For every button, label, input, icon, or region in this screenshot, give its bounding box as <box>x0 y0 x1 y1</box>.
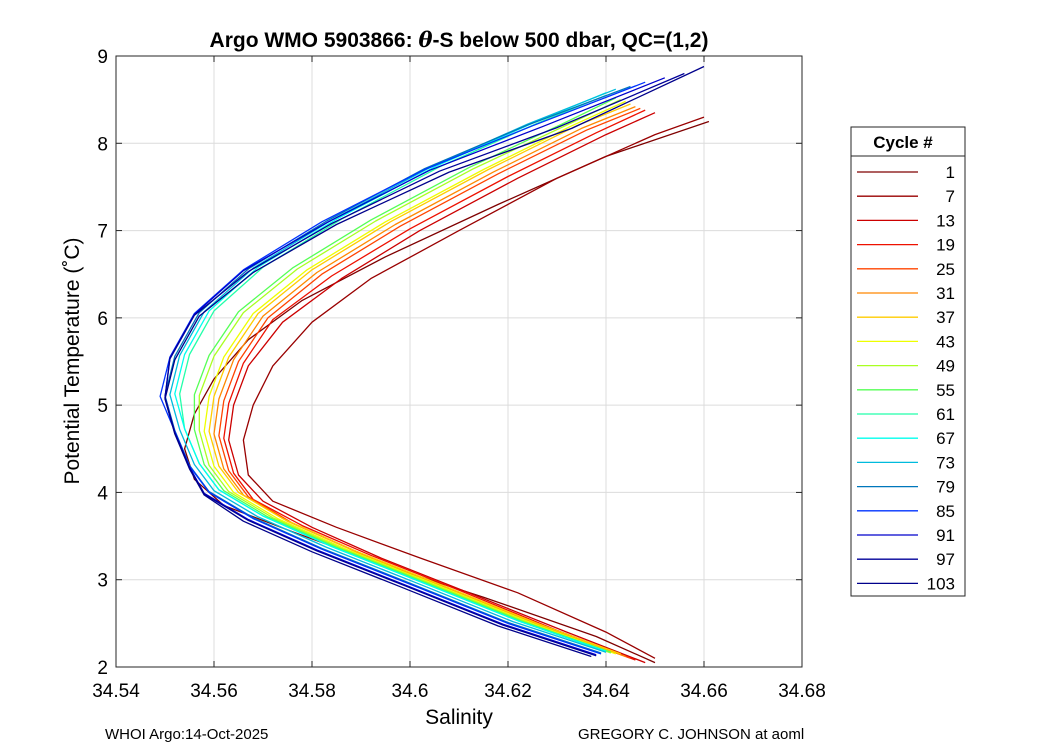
y-tick-label: 8 <box>97 134 108 155</box>
legend-label-cycle-13: 13 <box>936 211 955 230</box>
legend-label-cycle-49: 49 <box>936 357 955 376</box>
legend-label-cycle-61: 61 <box>936 405 955 424</box>
series-line-cycle-7 <box>242 116 705 659</box>
legend: Cycle # 1 7 13 19 25 31 37 43 49 55 61 67 73 79 85 91 97… <box>850 126 966 597</box>
y-tick-label: 2 <box>97 658 108 679</box>
ticks: 34.54 34.56 34.58 34.6 34.62 34.64 34.66 34.68 2… <box>92 47 826 702</box>
x-tick-label: 34.56 <box>190 681 238 702</box>
plot-frame <box>115 55 803 668</box>
x-tick-label: 34.6 <box>392 681 429 702</box>
series-line-cycle-49 <box>198 99 621 654</box>
series-line-cycle-43 <box>203 100 626 655</box>
x-tick-label: 34.68 <box>778 681 826 702</box>
legend-label-cycle-103: 103 <box>927 574 955 593</box>
legend-title: Cycle # <box>873 133 933 152</box>
legend-entries: 1 7 13 19 25 31 37 43 49 55 61 67 73 79 85 91 97 103 <box>857 163 955 593</box>
x-tick-label: 34.64 <box>582 681 630 702</box>
legend-label-cycle-1: 1 <box>946 163 955 182</box>
legend-label-cycle-25: 25 <box>936 260 955 279</box>
legend-label-cycle-97: 97 <box>936 550 955 569</box>
y-tick-label: 6 <box>97 309 108 330</box>
y-tick-label: 4 <box>97 483 108 504</box>
title-theta-symbol: θ <box>418 27 432 52</box>
series-line-cycle-103 <box>164 65 705 658</box>
footer-right-credit: GREGORY C. JOHNSON at aoml <box>578 726 805 743</box>
series-group <box>159 65 710 664</box>
plot-area <box>116 56 802 667</box>
x-axis-label: Salinity <box>425 706 493 729</box>
legend-box <box>850 126 966 597</box>
series-line-cycle-55 <box>193 97 617 653</box>
legend-label-cycle-43: 43 <box>936 332 955 351</box>
y-axis-label: Potential Temperature (˚C) <box>61 237 84 484</box>
title-suffix: -S below 500 dbar, QC=(1,2) <box>432 29 708 52</box>
series-line-cycle-73 <box>169 88 617 653</box>
y-tick-label: 3 <box>97 571 108 592</box>
y-tick-label: 9 <box>97 47 108 68</box>
legend-label-cycle-31: 31 <box>936 284 955 303</box>
grid <box>116 56 802 667</box>
footer-left-credit: WHOI Argo:14-Oct-2025 <box>105 726 269 743</box>
legend-label-cycle-55: 55 <box>936 381 955 400</box>
series-line-cycle-13 <box>228 112 656 664</box>
series-line-cycle-19 <box>223 109 646 661</box>
title-prefix: Argo WMO 5903866: <box>210 29 419 52</box>
x-tick-label: 34.66 <box>680 681 728 702</box>
legend-label-cycle-79: 79 <box>936 478 955 497</box>
legend-label-cycle-37: 37 <box>936 308 955 327</box>
x-tick-label: 34.58 <box>288 681 336 702</box>
x-tick-label: 34.54 <box>92 681 140 702</box>
legend-label-cycle-73: 73 <box>936 453 955 472</box>
y-tick-label: 5 <box>97 396 108 417</box>
chart-title: Argo WMO 5903866: θ-S below 500 dbar, QC… <box>210 27 709 52</box>
x-tick-label: 34.62 <box>484 681 532 702</box>
legend-label-cycle-91: 91 <box>936 526 955 545</box>
series-line-cycle-37 <box>208 103 631 655</box>
y-tick-label: 7 <box>97 222 108 243</box>
legend-label-cycle-85: 85 <box>936 502 955 521</box>
legend-label-cycle-7: 7 <box>946 187 955 206</box>
series-line-cycle-85 <box>159 81 646 655</box>
legend-label-cycle-67: 67 <box>936 429 955 448</box>
legend-label-cycle-19: 19 <box>936 236 955 255</box>
